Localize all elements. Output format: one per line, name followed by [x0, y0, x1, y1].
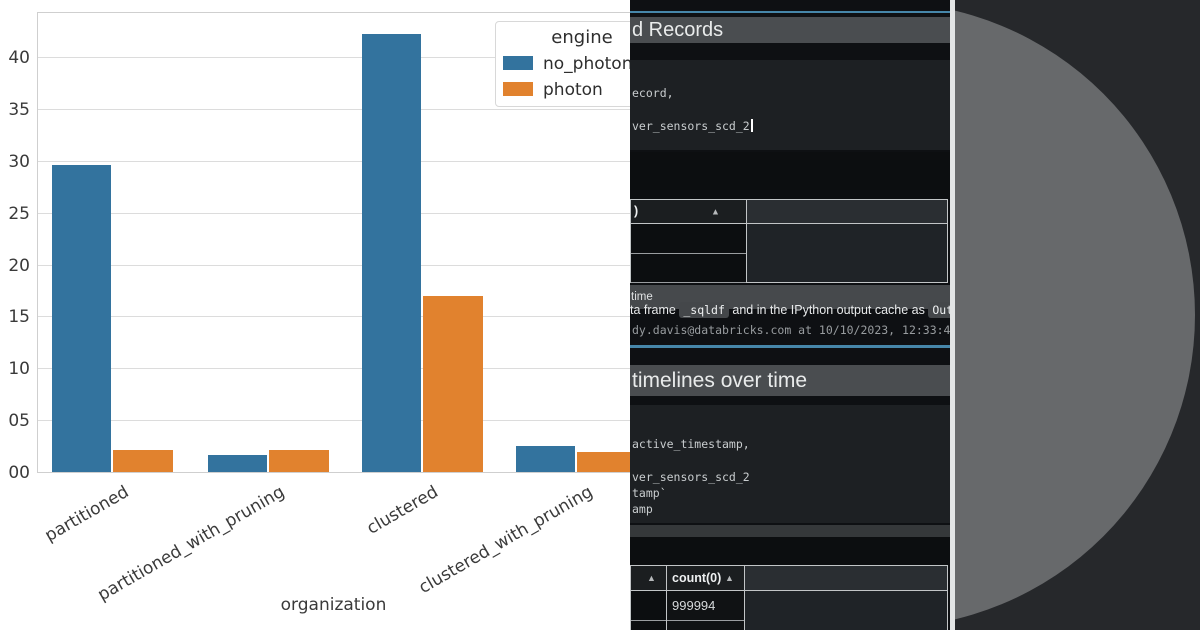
section-header-timelines[interactable]: timelines over time [630, 365, 950, 396]
legend-swatch-no-photon [503, 56, 533, 70]
result-table-1: ) ▲ [630, 199, 948, 283]
x-tick-label-clustered_with_pruning: clustered_with_pruning [415, 482, 596, 599]
table-row [631, 254, 746, 283]
bar-no_photon-partitioned [52, 165, 111, 472]
collapsed-output-block [630, 152, 950, 199]
count-header-text: count(0) [672, 571, 722, 585]
legend-swatch-photon [503, 82, 533, 96]
table2-col2-body: 999994 999994 [667, 591, 745, 630]
y-tick-label: 25 [8, 203, 30, 224]
gridline [37, 368, 630, 370]
table2-col1-body [631, 591, 667, 630]
table1-sort-column-header[interactable]: ) ▲ [631, 200, 747, 223]
legend-label-photon: photon [543, 80, 603, 100]
y-tick-label: 35 [8, 99, 30, 120]
sort-ascending-icon[interactable]: ▲ [711, 206, 720, 216]
y-tick-label: 05 [8, 411, 30, 432]
code-line: tamp` [632, 486, 667, 500]
table-row [631, 621, 666, 630]
panel-divider [950, 0, 955, 630]
bar-photon-partitioned_with_pruning [269, 450, 329, 472]
top-spine [37, 12, 630, 13]
code-line-with-cursor: ver_sensors_scd_2 [632, 119, 753, 133]
bar-no_photon-clustered [362, 34, 421, 472]
legend-item-photon: photon [503, 80, 630, 100]
table1-col1-header-text: ) [634, 204, 639, 218]
gridline [37, 212, 630, 214]
section-header-records[interactable]: d Records [630, 17, 950, 43]
text-cursor [750, 119, 753, 132]
table-row [631, 591, 666, 621]
legend-title: engine [551, 27, 613, 48]
x-axis-line [37, 472, 630, 473]
x-tick-label-partitioned: partitioned [41, 482, 132, 547]
bar-photon-partitioned [113, 450, 173, 472]
y-tick-label: 20 [8, 255, 30, 276]
gridline [37, 108, 630, 110]
legend-item-no-photon: no_photon [503, 54, 630, 74]
table-cell-count: 999994 [667, 621, 744, 630]
chart-legend: engine no_photon photon [495, 21, 630, 107]
legend-label-no-photon: no_photon [543, 54, 630, 74]
table2-count-header[interactable]: count(0) ▲ [667, 566, 745, 590]
left-spine [37, 12, 38, 472]
message-middle: and in the IPython output cache as [732, 303, 925, 317]
cell-separator [630, 525, 950, 537]
bar-no_photon-clustered_with_pruning [516, 446, 575, 472]
code-line: amp [632, 502, 653, 516]
x-tick-label-clustered: clustered [363, 482, 442, 539]
y-tick-label: 10 [8, 359, 30, 380]
table-cell-count: 999994 [667, 591, 744, 621]
result-table-2: ▲ count(0) ▲ 999994 999994 [630, 565, 948, 630]
sqldf-chip: _sqldf [679, 302, 729, 318]
sort-ascending-icon[interactable]: ▲ [647, 573, 656, 583]
message-prefix: ta frame [630, 303, 676, 317]
gridline [37, 57, 630, 58]
sort-ascending-icon[interactable]: ▲ [725, 573, 734, 583]
cell-focus-line [630, 345, 950, 348]
notebook-panel: d Records ecord, ver_sensors_scd_2 ) ▲ t… [630, 0, 950, 630]
y-tick-label: 30 [8, 151, 30, 172]
out14-chip: Out[14] [928, 302, 950, 318]
code-line: ecord, [632, 86, 674, 100]
table1-header-row[interactable]: ) ▲ [631, 200, 947, 224]
table1-col1-body [631, 224, 747, 283]
y-tick-label: 00 [8, 463, 30, 483]
x-axis-label: organization [280, 595, 387, 615]
table-row [631, 224, 746, 254]
code-line: ver_sensors_scd_2 [632, 470, 750, 484]
gridline [37, 160, 630, 162]
gridline [37, 420, 630, 422]
bar-no_photon-partitioned_with_pruning [208, 455, 267, 472]
table2-col1-header[interactable]: ▲ [631, 566, 667, 590]
cell-focus-line [630, 11, 950, 13]
run-metadata-line: dy.davis@databricks.com at 10/10/2023, 1… [632, 323, 950, 337]
decoration-panel [955, 0, 1200, 630]
y-tick-label: 15 [8, 307, 30, 328]
gray-circle-decoration [955, 2, 1195, 628]
gridline [37, 316, 630, 318]
collapsed-output-block [630, 537, 950, 565]
bar-chart: 00 05 10 15 20 25 30 35 40 partitioned partitioned… [8, 12, 630, 615]
y-tick-label: 40 [8, 48, 30, 68]
gridline [37, 264, 630, 266]
bar-photon-clustered [423, 296, 483, 472]
code-line: active_timestamp, [632, 437, 750, 451]
code-cell-1[interactable] [630, 60, 950, 150]
bar-photon-clustered_with_pruning [577, 452, 630, 472]
table2-header-row[interactable]: ▲ count(0) ▲ [631, 566, 947, 591]
code-text: ver_sensors_scd_2 [632, 119, 750, 133]
code-cell-2[interactable] [630, 405, 950, 523]
sqldf-message: ta frame _sqldf and in the IPython outpu… [630, 301, 950, 320]
